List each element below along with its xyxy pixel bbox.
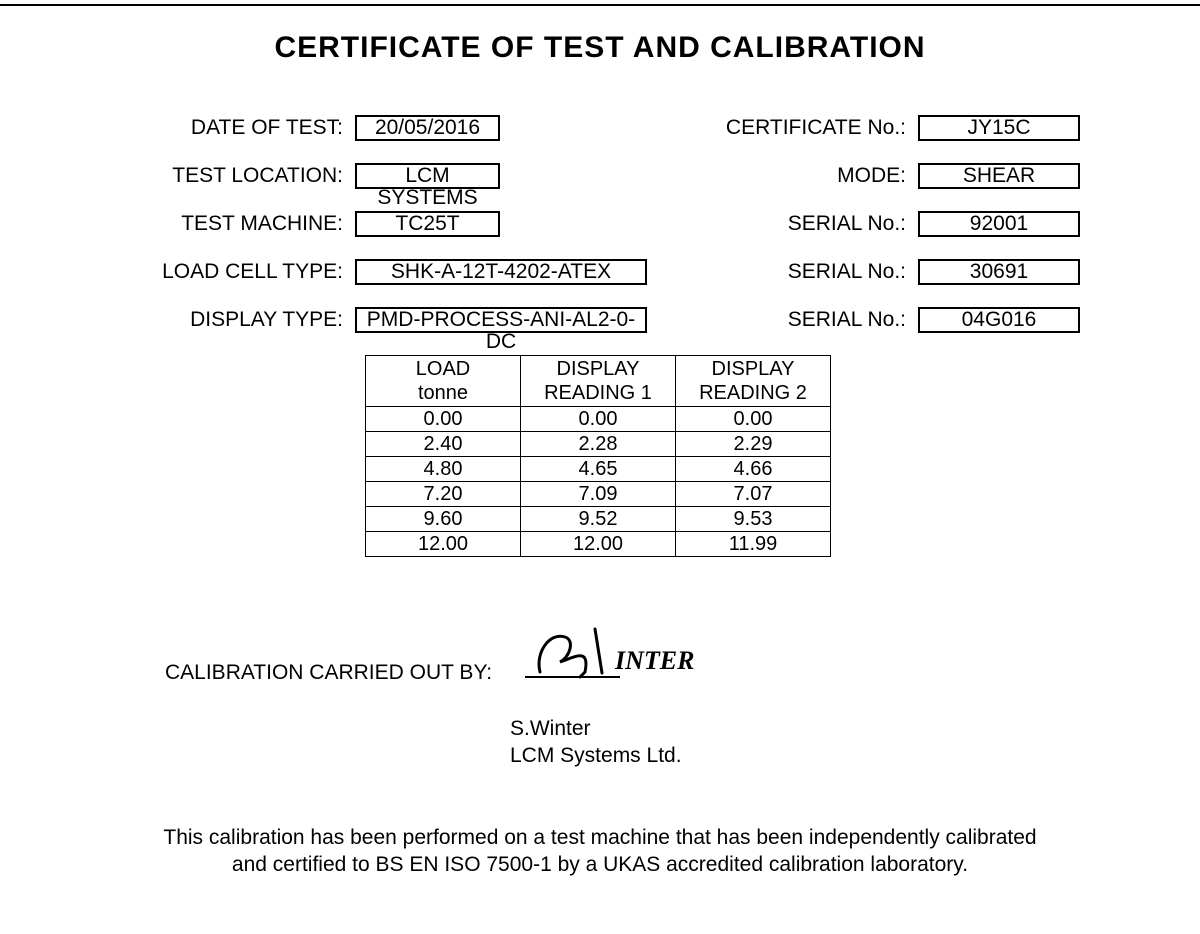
cell-load: 0.00 (366, 407, 521, 432)
row-date-cert: DATE OF TEST: 20/05/2016 CERTIFICATE No.… (150, 115, 1080, 141)
value-serial-no-2: 30691 (918, 259, 1080, 285)
table-row: 12.00 12.00 11.99 (366, 532, 831, 557)
cell-reading2: 9.53 (676, 507, 831, 532)
col2-line2: READING 1 (544, 382, 652, 404)
table-body: 0.00 0.00 0.00 2.40 2.28 2.29 4.80 4.65 … (366, 407, 831, 557)
table-row: 9.60 9.52 9.53 (366, 507, 831, 532)
top-border-line (0, 4, 1200, 6)
col3-line1: DISPLAY (712, 358, 795, 380)
label-load-cell-type: LOAD CELL TYPE: (150, 260, 355, 284)
col-header-load: LOAD tonne (366, 356, 521, 407)
col2-line1: DISPLAY (557, 358, 640, 380)
value-date-of-test: 20/05/2016 (355, 115, 500, 141)
row-display-serial3: DISPLAY TYPE: PMD-PROCESS-ANI-AL2-0-DC S… (150, 307, 1080, 333)
table-row: 0.00 0.00 0.00 (366, 407, 831, 432)
col1-line1: LOAD (416, 358, 470, 380)
table-row: 2.40 2.28 2.29 (366, 432, 831, 457)
label-serial-no-1: SERIAL No.: (718, 212, 918, 236)
value-serial-no-3: 04G016 (918, 307, 1080, 333)
label-test-machine: TEST MACHINE: (150, 212, 355, 236)
cell-load: 4.80 (366, 457, 521, 482)
cell-load: 9.60 (366, 507, 521, 532)
cell-reading1: 7.09 (521, 482, 676, 507)
label-serial-no-3: SERIAL No.: (718, 308, 918, 332)
value-display-type: PMD-PROCESS-ANI-AL2-0-DC (355, 307, 647, 333)
table-header-row: LOAD tonne DISPLAY READING 1 DISPLAY REA… (366, 356, 831, 407)
row-loadcell-serial2: LOAD CELL TYPE: SHK-A-12T-4202-ATEX SERI… (150, 259, 1080, 285)
col3-line2: READING 2 (699, 382, 807, 404)
cell-load: 7.20 (366, 482, 521, 507)
label-certificate-no: CERTIFICATE No.: (718, 116, 918, 140)
signer-company: LCM Systems Ltd. (510, 742, 1200, 769)
cell-reading1: 2.28 (521, 432, 676, 457)
cell-reading2: 4.66 (676, 457, 831, 482)
cell-reading2: 2.29 (676, 432, 831, 457)
col-header-reading2: DISPLAY READING 2 (676, 356, 831, 407)
cell-reading2: 0.00 (676, 407, 831, 432)
label-date-of-test: DATE OF TEST: (150, 116, 355, 140)
cell-reading2: 11.99 (676, 532, 831, 557)
cell-reading1: 12.00 (521, 532, 676, 557)
footer-note: This calibration has been performed on a… (0, 824, 1200, 878)
cell-reading1: 4.65 (521, 457, 676, 482)
value-mode: SHEAR (918, 163, 1080, 189)
value-serial-no-1: 92001 (918, 211, 1080, 237)
value-test-location: LCM SYSTEMS (355, 163, 500, 189)
cell-reading2: 7.07 (676, 482, 831, 507)
value-load-cell-type: SHK-A-12T-4202-ATEX (355, 259, 647, 285)
label-display-type: DISPLAY TYPE: (150, 308, 355, 332)
signer-details: S.Winter LCM Systems Ltd. (510, 715, 1200, 769)
table-row: 4.80 4.65 4.66 (366, 457, 831, 482)
signer-name: S.Winter (510, 715, 1200, 742)
table-row: 7.20 7.09 7.07 (366, 482, 831, 507)
signature-label: CALIBRATION CARRIED OUT BY: (165, 661, 492, 693)
cell-load: 12.00 (366, 532, 521, 557)
cell-reading1: 0.00 (521, 407, 676, 432)
col1-line2: tonne (418, 382, 468, 404)
label-serial-no-2: SERIAL No.: (718, 260, 918, 284)
signature-image: INTER (520, 617, 740, 693)
fields-section: DATE OF TEST: 20/05/2016 CERTIFICATE No.… (150, 115, 1080, 333)
page-title: CERTIFICATE OF TEST AND CALIBRATION (0, 31, 1200, 65)
svg-text:INTER: INTER (614, 646, 694, 675)
cell-reading1: 9.52 (521, 507, 676, 532)
cell-load: 2.40 (366, 432, 521, 457)
label-test-location: TEST LOCATION: (150, 164, 355, 188)
row-machine-serial1: TEST MACHINE: TC25T SERIAL No.: 92001 (150, 211, 1080, 237)
readings-table: LOAD tonne DISPLAY READING 1 DISPLAY REA… (365, 355, 831, 557)
signature-block: CALIBRATION CARRIED OUT BY: INTER (165, 617, 1200, 693)
col-header-reading1: DISPLAY READING 1 (521, 356, 676, 407)
value-test-machine: TC25T (355, 211, 500, 237)
row-location-mode: TEST LOCATION: LCM SYSTEMS MODE: SHEAR (150, 163, 1080, 189)
value-certificate-no: JY15C (918, 115, 1080, 141)
label-mode: MODE: (718, 164, 918, 188)
